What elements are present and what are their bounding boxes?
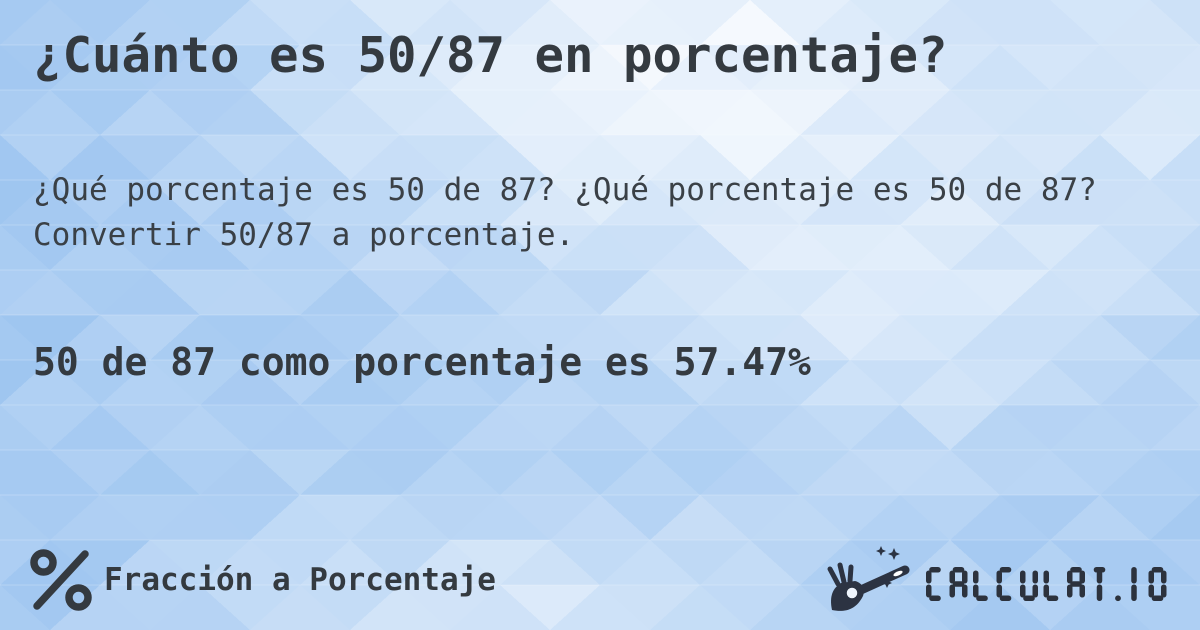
page-title: ¿Cuánto es 50/87 en porcentaje? xyxy=(33,27,948,84)
category-label: Fracción a Porcentaje xyxy=(104,562,496,598)
magic-wand-hand-icon xyxy=(824,544,916,616)
question-description: ¿Qué porcentaje es 50 de 87? ¿Qué porcen… xyxy=(33,172,1097,253)
percent-icon xyxy=(30,549,92,615)
brand-logo xyxy=(824,544,1172,616)
brand-wordmark xyxy=(926,566,1167,601)
answer-text: 50 de 87 como porcentaje es 57.47% xyxy=(33,340,811,384)
category-badge: Fracción a Porcentaje xyxy=(30,549,496,615)
